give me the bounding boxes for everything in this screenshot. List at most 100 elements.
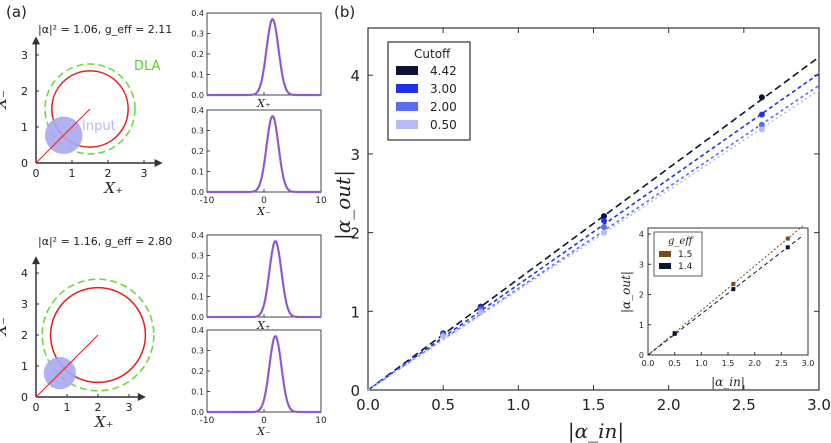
bottom-phase-x-tick-label: 2: [95, 401, 102, 414]
inset-x-tick-label: 3.0: [802, 359, 815, 368]
inset-x-tick-label: 2.5: [775, 359, 788, 368]
bottom-marginal-xminus-curve: [207, 334, 321, 414]
bottom-marginal-xplus-y-tick-label: 0.4: [191, 231, 204, 240]
inset-x-axis-label: |α_in|: [711, 375, 745, 389]
top-phase-y-arrow-icon: [32, 36, 40, 45]
panel-a-label: (a): [6, 3, 27, 21]
top-phase-y-tick-label: 2: [21, 85, 28, 98]
top-marginal-xminus-y-tick-label: 0.4: [191, 106, 204, 115]
bottom-marginal-xplus-curve: [207, 239, 321, 319]
bottom-param-text: |α|² = 1.16, g_eff = 2.80: [38, 235, 172, 248]
bottom-phase-x-arrow-icon: [137, 393, 146, 401]
main-y-tick-label: 4: [350, 67, 360, 85]
main-x-tick-label: 1.0: [506, 396, 530, 414]
bottom-phase-output-ring: [49, 286, 147, 384]
inset-legend-swatch-1.4: [659, 263, 671, 269]
inset-legend-entry: 1.4: [678, 262, 693, 272]
main-y-tick-label: 0: [350, 382, 360, 400]
bottom-marginal-xplus-y-tick-label: 0.2: [191, 272, 204, 281]
bottom-marginal-xplus-y-tick-label: 0.3: [191, 252, 204, 261]
inset-x-tick-label: 1.0: [695, 359, 708, 368]
top-marginal-xplus-y-tick-label: 0.4: [191, 9, 204, 18]
top-phase-y-tick-label: 0: [21, 157, 28, 170]
main-x-tick-label: 1.5: [582, 396, 606, 414]
top-marginal-xminus-y-tick-label: 0.1: [191, 168, 204, 177]
main-x-tick-label: 0.0: [356, 396, 380, 414]
main-x-axis-label: |α_in|: [568, 419, 624, 443]
main-x-tick-label: 3.0: [807, 396, 831, 414]
bottom-marginal-xminus-x-tick-label: 10: [315, 416, 327, 426]
top-marginal-xminus-x-label: X₋: [256, 205, 271, 218]
bottom-phase-x-axis-label: X₊: [94, 413, 114, 431]
main-y-tick-label: 2: [350, 225, 360, 243]
main-legend-swatch-3.00: [396, 84, 418, 93]
top-marginal-xminus-x-tick-label: -10: [200, 196, 215, 206]
inset-legend-title: g_eff: [668, 236, 694, 247]
main-point-0.50: [758, 126, 765, 133]
inset-fit-line-1.4: [647, 235, 803, 356]
bottom-phase-y-arrow-icon: [32, 256, 40, 265]
inset-point-1.5: [785, 236, 790, 241]
inset-y-tick-label: 3: [639, 260, 644, 269]
top-marginal-xminus-x-tick-label: 0: [261, 196, 267, 206]
bottom-marginal-xminus-curve-points: [207, 335, 321, 413]
inset-legend-swatch-1.5: [659, 251, 671, 257]
main-y-axis-label: |α_out|: [331, 170, 356, 240]
bottom-marginal-xminus-y-tick-label: 0.1: [191, 388, 204, 397]
main-point-0.50: [601, 229, 608, 236]
inset-y-axis-label: |α_out|: [619, 271, 633, 313]
inset-y-tick-label: 2: [639, 291, 644, 300]
bottom-phase-y-tick-label: 1: [21, 360, 28, 373]
top-marginal-xminus-y-tick-label: 0.2: [191, 147, 204, 156]
main-x-tick-label: 2.0: [657, 396, 681, 414]
bottom-phase-y-tick-label: 3: [21, 298, 28, 311]
bottom-phase-y-tick-label: 2: [21, 329, 28, 342]
main-point-2.00: [601, 224, 608, 231]
bottom-marginal-xminus-y-tick-label: 0.0: [191, 408, 204, 417]
top-phase-output-ring: [51, 70, 129, 148]
inset-x-tick-label: 0.0: [642, 359, 655, 368]
bottom-marginal-xminus-x-tick-label: -10: [200, 416, 215, 426]
main-point-3.00: [758, 111, 765, 118]
bottom-marginal-xplus-curve-points: [207, 240, 321, 318]
top-marginal-xplus-y-tick-label: 0.2: [191, 50, 204, 59]
top-phase-dla-ring: [44, 63, 136, 155]
inset-point-1.4: [672, 331, 677, 336]
top-marginal-xplus-y-tick-label: 0.1: [191, 71, 204, 80]
bottom-marginal-xplus-x-label: X₊: [256, 319, 271, 332]
top-marginal-xminus-y-tick-label: 0.0: [191, 188, 204, 197]
main-y-tick-label: 1: [350, 303, 360, 321]
top-phase-x-tick-label: 0: [33, 167, 40, 180]
top-phase-radius-line: [35, 108, 91, 164]
top-marginal-xplus-frame: [206, 12, 322, 96]
top-phase-x-tick-label: 1: [69, 167, 76, 180]
panel-b-label: (b): [334, 3, 355, 21]
bottom-marginal-xplus-y-tick-label: 0.0: [191, 313, 204, 322]
top-phase-x-tick-label: 2: [105, 167, 112, 180]
top-phase-x-arrow-icon: [154, 159, 163, 167]
top-marginal-xminus-curve: [207, 114, 321, 194]
inset-point-1.5: [731, 281, 736, 286]
main-legend-entry: 3.00: [430, 82, 457, 96]
top-marginal-xminus-frame: [206, 109, 322, 193]
main-legend-swatch-2.00: [396, 102, 418, 111]
inset-legend-entry: 1.5: [678, 250, 692, 260]
top-phase-x-axis-label: X₊: [103, 179, 123, 197]
inset-x-tick-label: 0.5: [668, 359, 681, 368]
inset-point-1.4: [731, 287, 736, 292]
main-legend-entry: 0.50: [430, 118, 457, 132]
top-marginal-xplus-x-label: X₊: [256, 97, 271, 110]
bottom-phase-dla-ring: [41, 278, 155, 392]
bottom-marginal-xplus-y-tick-label: 0.1: [191, 293, 204, 302]
bottom-phase-y-tick-label: 0: [21, 391, 28, 404]
bottom-phase-x-tick-label: 3: [126, 401, 133, 414]
top-param-text: |α|² = 1.06, g_eff = 2.11: [38, 23, 172, 36]
bottom-marginal-xminus-y-tick-label: 0.2: [191, 367, 204, 376]
inset-x-tick-label: 2.0: [748, 359, 761, 368]
inset-point-1.4: [785, 245, 790, 250]
main-legend-swatch-4.42: [396, 66, 418, 75]
top-phase-y-axis-label: X₋: [0, 90, 10, 110]
top-marginal-xminus-curve-points: [207, 115, 321, 193]
top-marginal-xplus-y-tick-label: 0.0: [191, 91, 204, 100]
